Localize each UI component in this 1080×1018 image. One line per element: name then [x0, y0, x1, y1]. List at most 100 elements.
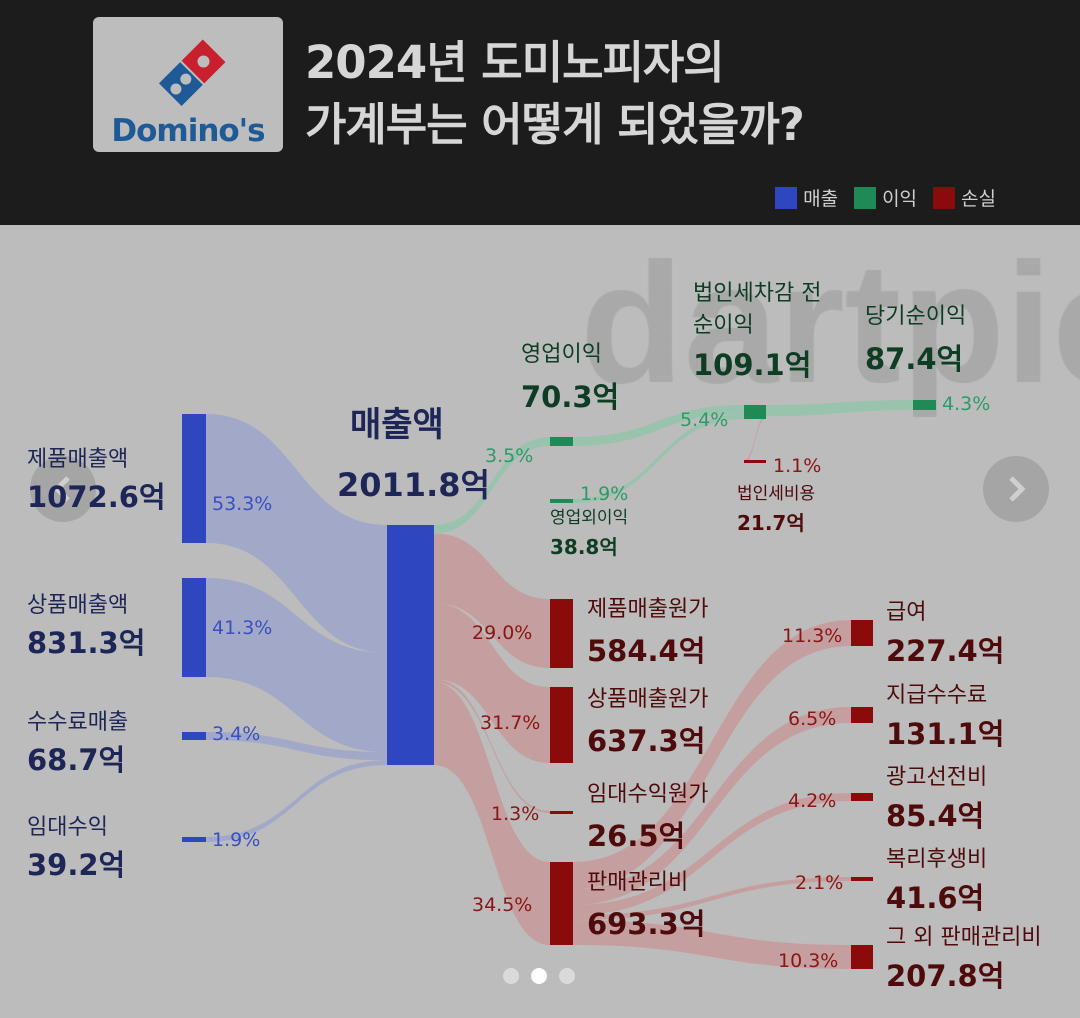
node-pct-cogs_goods: 31.7% — [480, 712, 541, 734]
node-value-salary: 227.4억 — [886, 634, 1005, 668]
node-name-product_sales: 제품매출액 — [27, 447, 129, 472]
legend-label: 손실 — [961, 188, 996, 210]
carousel-dot-3[interactable] — [559, 968, 575, 984]
node-value-sga: 693.3억 — [587, 907, 706, 941]
node-value-fees: 131.1억 — [886, 717, 1005, 751]
node-pct-other_sga: 10.3% — [778, 950, 839, 972]
node-pct-fees: 6.5% — [788, 708, 837, 730]
node-value-cogs_goods: 637.3억 — [587, 724, 706, 758]
node-pct-welfare: 2.1% — [795, 872, 844, 894]
title-line-1: 2024년 도미노피자의 — [305, 36, 725, 89]
node-name-goods_sales: 상품매출액 — [27, 593, 129, 618]
prev-slide-button[interactable] — [30, 456, 96, 522]
node-bar-goods_sales — [182, 578, 206, 677]
node-pct-salary: 11.3% — [782, 625, 843, 647]
node-bar-fee_sales — [182, 732, 206, 740]
link-sga-to-welfare — [573, 877, 851, 921]
logo-text: Domino's — [111, 113, 265, 149]
node-value-fee_sales: 68.7억 — [27, 743, 126, 777]
node-bar-fees — [851, 707, 873, 723]
node-name-cogs_goods: 상품매출원가 — [587, 687, 709, 712]
node-pct-op_income: 3.5% — [485, 445, 534, 467]
node-value-pretax: 109.1억 — [693, 348, 812, 382]
node-name-other_sga: 그 외 판매관리비 — [886, 925, 1042, 950]
link-revenue-to-cogs_rent — [434, 679, 550, 813]
node-name-fee_sales: 수수료매출 — [27, 710, 129, 735]
link-nonop_income-to-pretax — [573, 414, 744, 503]
node-pct-fee_sales: 3.4% — [212, 723, 261, 745]
node-name-fees: 지급수수료 — [886, 683, 988, 708]
node-name-salary: 급여 — [886, 600, 927, 625]
chevron-left-icon — [53, 476, 70, 502]
carousel-dot-2-active[interactable] — [531, 968, 547, 984]
legend-swatch — [854, 186, 877, 209]
node-name-tax: 법인세비용 — [737, 484, 816, 504]
link-rent_income-to-revenue — [206, 760, 387, 842]
node-value-ads: 85.4억 — [886, 799, 985, 833]
legend-loss: 손실 — [933, 184, 996, 211]
link-fee_sales-to-revenue — [206, 732, 387, 761]
node-value-welfare: 41.6억 — [886, 881, 985, 915]
link-goods_sales-to-revenue — [206, 578, 387, 753]
node-value-goods_sales: 831.3억 — [27, 626, 146, 660]
node-value-other_sga: 207.8억 — [886, 959, 1005, 993]
node-bar-pretax — [744, 405, 766, 419]
node-pct-tax: 1.1% — [773, 455, 822, 477]
node-name-revenue: 매출액 — [350, 405, 444, 445]
link-revenue-to-cogs_product — [434, 533, 550, 668]
chevron-right-icon — [1009, 476, 1026, 502]
node-value-op_income: 70.3억 — [521, 380, 620, 414]
legend-profit: 이익 — [854, 184, 917, 211]
node-value-net: 87.4억 — [865, 342, 964, 376]
node-value-cogs_product: 584.4억 — [587, 634, 706, 668]
legend-swatch — [933, 186, 956, 209]
dominos-logo: Domino's — [93, 17, 283, 152]
node-pct-ads: 4.2% — [788, 790, 837, 812]
link-pretax-to-tax — [744, 416, 766, 463]
node-bar-other_sga — [851, 945, 873, 969]
node-bar-ads — [851, 793, 873, 801]
link-pretax-to-net — [766, 400, 913, 417]
node-pct-goods_sales: 41.3% — [212, 617, 273, 639]
node-value-revenue: 2011.8억 — [337, 466, 490, 504]
node-name-cogs_rent: 임대수익원가 — [587, 782, 709, 807]
node-name-pretax: 법인세차감 전순이익 — [693, 281, 822, 338]
link-revenue-to-cogs_goods — [434, 603, 550, 763]
node-bar-sga — [550, 862, 573, 945]
node-name-net: 당기순이익 — [865, 304, 967, 329]
carousel-dot-1[interactable] — [503, 968, 519, 984]
node-pct-nonop_income: 1.9% — [580, 483, 629, 505]
next-slide-button[interactable] — [983, 456, 1049, 522]
node-bar-nonop_income — [550, 499, 573, 503]
node-value-product_sales: 1072.6억 — [27, 480, 166, 514]
node-pct-pretax: 5.4% — [680, 409, 729, 431]
node-name-cogs_product: 제품매출원가 — [587, 597, 709, 622]
link-sga-to-salary — [573, 620, 851, 890]
node-pct-net: 4.3% — [942, 393, 991, 415]
node-value-nonop_income: 38.8억 — [550, 535, 618, 559]
node-bar-salary — [851, 620, 873, 646]
link-sga-to-other_sga — [573, 920, 851, 969]
title-line-2: 가계부는 어떻게 되었을까? — [305, 98, 805, 151]
node-bar-rent_income — [182, 837, 206, 842]
node-bar-cogs_product — [550, 599, 573, 668]
link-product_sales-to-revenue — [206, 414, 387, 653]
legend-swatch — [775, 186, 798, 209]
node-bar-tax — [744, 460, 766, 463]
node-bar-cogs_goods — [550, 687, 573, 763]
link-sga-to-fees — [573, 707, 851, 905]
node-pct-cogs_product: 29.0% — [472, 622, 533, 644]
node-value-cogs_rent: 26.5억 — [587, 819, 686, 853]
node-bar-cogs_rent — [550, 811, 573, 814]
node-bar-welfare — [851, 877, 873, 881]
domino-tile-icon — [158, 39, 226, 107]
link-op_income-to-pretax — [573, 405, 744, 446]
link-sga-to-ads — [573, 793, 851, 916]
node-pct-product_sales: 53.3% — [212, 493, 273, 515]
legend: 매출 이익 손실 — [775, 184, 996, 211]
node-pct-rent_income: 1.9% — [212, 829, 261, 851]
node-bar-revenue — [387, 525, 434, 765]
legend-revenue: 매출 — [775, 184, 838, 211]
node-pct-cogs_rent: 1.3% — [491, 803, 540, 825]
